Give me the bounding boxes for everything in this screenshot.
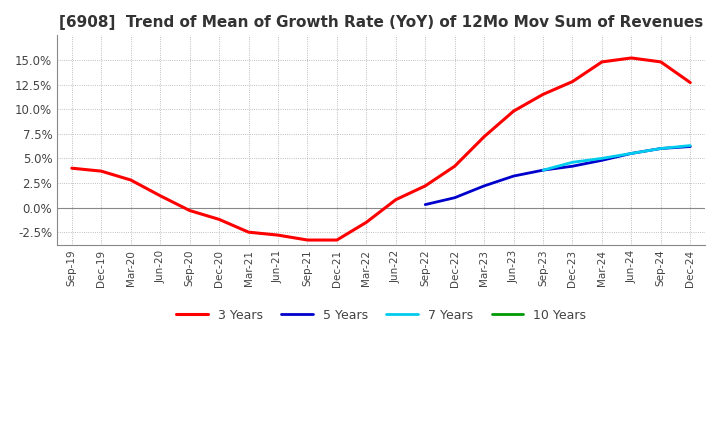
3 Years (509, 109, 518, 114)
3 Years (333, 238, 341, 243)
5 Years (598, 158, 606, 163)
3 Years (215, 217, 223, 222)
Title: [6908]  Trend of Mean of Growth Rate (YoY) of 12Mo Mov Sum of Revenues: [6908] Trend of Mean of Growth Rate (YoY… (59, 15, 703, 30)
3 Years (156, 193, 164, 198)
5 Years (509, 173, 518, 179)
Line: 7 Years: 7 Years (543, 146, 690, 170)
Line: 5 Years: 5 Years (426, 147, 690, 205)
7 Years (568, 160, 577, 165)
3 Years (362, 220, 371, 225)
5 Years (657, 146, 665, 151)
5 Years (568, 164, 577, 169)
3 Years (68, 165, 76, 171)
3 Years (127, 177, 135, 183)
3 Years (598, 59, 606, 65)
3 Years (97, 169, 106, 174)
5 Years (539, 168, 547, 173)
7 Years (686, 143, 695, 148)
7 Years (539, 168, 547, 173)
3 Years (686, 80, 695, 85)
3 Years (303, 238, 312, 243)
7 Years (657, 146, 665, 151)
5 Years (480, 183, 488, 189)
7 Years (627, 151, 636, 156)
5 Years (421, 202, 430, 207)
3 Years (627, 55, 636, 61)
7 Years (598, 156, 606, 161)
3 Years (185, 208, 194, 213)
3 Years (657, 59, 665, 65)
3 Years (421, 183, 430, 189)
5 Years (627, 151, 636, 156)
3 Years (274, 232, 282, 238)
3 Years (539, 92, 547, 97)
3 Years (244, 230, 253, 235)
3 Years (480, 134, 488, 139)
3 Years (568, 79, 577, 84)
3 Years (392, 197, 400, 202)
5 Years (450, 195, 459, 200)
5 Years (686, 144, 695, 149)
3 Years (450, 164, 459, 169)
Line: 3 Years: 3 Years (72, 58, 690, 240)
Legend: 3 Years, 5 Years, 7 Years, 10 Years: 3 Years, 5 Years, 7 Years, 10 Years (171, 304, 591, 327)
